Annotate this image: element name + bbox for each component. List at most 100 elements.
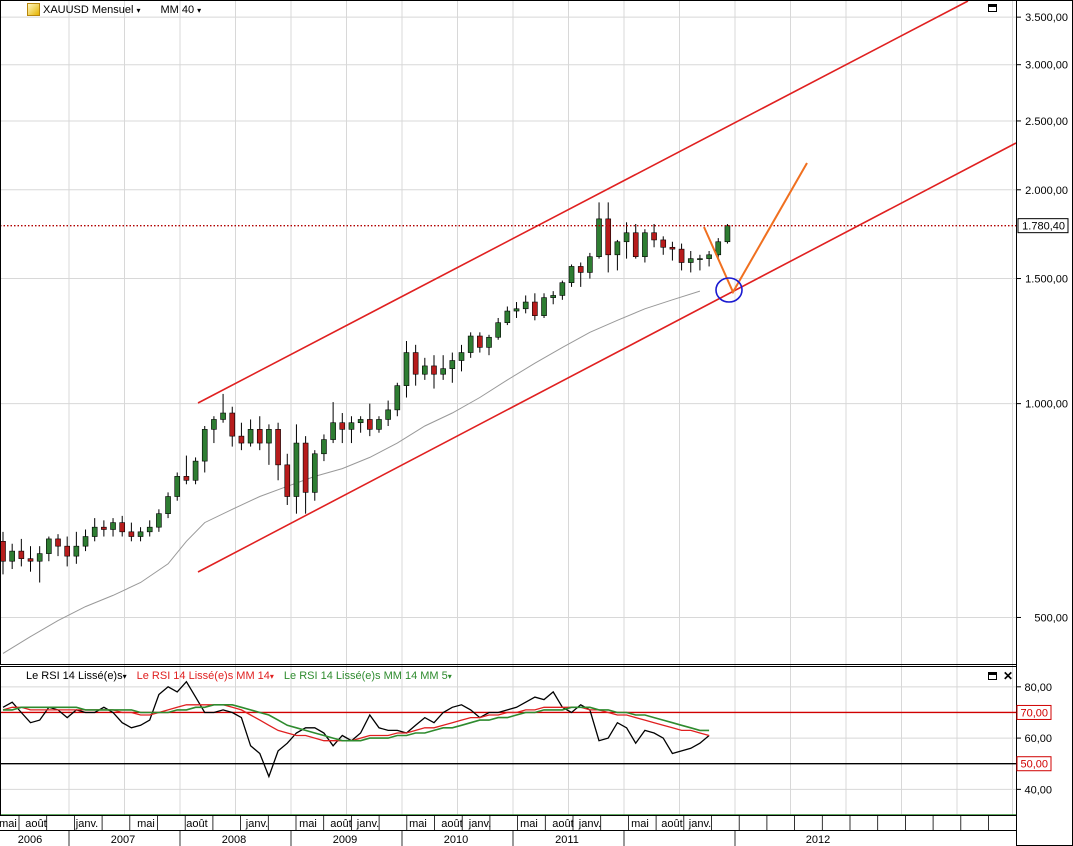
- ma-dropdown-icon[interactable]: ▾: [197, 5, 202, 15]
- support-circle: [715, 277, 743, 303]
- candle: [385, 400, 391, 427]
- candle-body: [541, 297, 547, 316]
- candle: [91, 518, 98, 542]
- candle: [706, 251, 712, 267]
- month-tick-label: janv.: [578, 818, 601, 830]
- candle: [577, 262, 584, 287]
- candle-body: [706, 254, 712, 259]
- candle-body: [376, 419, 382, 430]
- maximize-rsi-icon[interactable]: [988, 672, 997, 680]
- price-tick-label: 1.500,00: [1025, 274, 1068, 286]
- candle: [46, 536, 52, 562]
- candle-body: [266, 429, 272, 444]
- candle: [431, 355, 437, 389]
- candle-body: [660, 239, 667, 248]
- candle: [229, 406, 236, 447]
- candle-body: [486, 336, 492, 348]
- candle: [9, 543, 15, 570]
- candle-body: [275, 429, 281, 466]
- close-rsi-icon[interactable]: ✕: [1003, 669, 1014, 683]
- candle: [146, 520, 153, 537]
- candle: [18, 538, 25, 567]
- month-tick-label: janv.: [245, 818, 268, 830]
- channel-upper-line: [197, 0, 969, 404]
- candle: [632, 224, 639, 259]
- month-tick-label: janv.: [688, 818, 711, 830]
- rsi-label[interactable]: Le RSI 14 Lissé(e)s▾: [26, 670, 127, 682]
- candle-body: [128, 531, 135, 537]
- symbol-dropdown-icon[interactable]: ▾: [136, 5, 141, 15]
- candle: [0, 531, 6, 575]
- candle: [376, 416, 382, 433]
- candle: [302, 436, 309, 514]
- candle: [330, 402, 336, 444]
- rsi-ma-label[interactable]: Le RSI 14 Lissé(e)s MM 14▾: [136, 670, 274, 682]
- candle: [449, 352, 456, 383]
- maximize-main-icon[interactable]: [988, 4, 997, 12]
- candle: [568, 264, 575, 287]
- rsi-level-label: 70,00: [1020, 707, 1048, 719]
- year-tick-label: 2012: [806, 834, 830, 846]
- candle: [73, 531, 80, 564]
- candle: [412, 344, 419, 386]
- candle: [64, 536, 70, 567]
- month-tick-label: août: [441, 818, 462, 830]
- rsi-tick-label: 80,00: [1024, 682, 1052, 694]
- candle: [256, 416, 263, 451]
- rsi-ma5-label[interactable]: Le RSI 14 Lissé(e)s MM 14 MM 5▾: [283, 670, 452, 682]
- year-tick-label: 2009: [333, 834, 357, 846]
- candle-body: [27, 558, 34, 562]
- rsi-header: Le RSI 14 Lissé(e)s▾ Le RSI 14 Lissé(e)s…: [26, 670, 452, 684]
- candle-body: [64, 545, 70, 557]
- candle: [614, 239, 621, 271]
- candle-body: [605, 218, 612, 256]
- candle-body: [82, 536, 89, 547]
- month-tick-label: août: [552, 818, 573, 830]
- price-tick-label: 2.500,00: [1025, 116, 1068, 128]
- rsi-ma5-dropdown-icon[interactable]: ▾: [447, 672, 452, 681]
- rsi-series-line: [2, 680, 710, 779]
- candle-body: [431, 365, 437, 375]
- candle-body: [495, 322, 501, 338]
- price-tick-label: 3.500,00: [1025, 12, 1068, 24]
- candle: [394, 382, 401, 417]
- candle: [339, 413, 346, 444]
- month-tick-label: mai: [299, 818, 317, 830]
- ma40-series: [2, 290, 701, 654]
- candle-body: [357, 419, 364, 424]
- rsi-level-tag: [1016, 756, 1052, 772]
- candle-body: [302, 442, 309, 493]
- candle-body: [55, 538, 61, 547]
- candle-body: [91, 526, 98, 537]
- rsi-ma-dropdown-icon[interactable]: ▾: [269, 672, 274, 681]
- main-header: XAUUSD Mensuel ▾ MM 40 ▾: [43, 2, 201, 18]
- month-tick-label: août: [186, 818, 207, 830]
- symbol-label[interactable]: XAUUSD Mensuel: [43, 4, 134, 16]
- candle: [55, 534, 61, 557]
- candle-body: [403, 352, 410, 386]
- candle: [192, 457, 199, 485]
- candle-body: [174, 476, 181, 497]
- candle-body: [183, 476, 190, 481]
- year-tick-label: 2008: [222, 834, 246, 846]
- time-axis: mai août janv. mai août janv. mai août janv. mai a…: [0, 815, 1016, 846]
- rsi-level-tag: [1016, 704, 1052, 720]
- candle: [357, 416, 364, 433]
- candle: [156, 509, 162, 532]
- candle-body: [687, 258, 694, 263]
- price-axis: 3.500,00 3.000,00 2.500,00 2.000,00 1.500,00…: [1016, 12, 1069, 796]
- candle-body: [467, 335, 474, 353]
- candle-body: [458, 352, 465, 361]
- candle-body: [642, 232, 648, 258]
- year-tick-label: 2006: [18, 834, 42, 846]
- candle-body: [449, 360, 456, 369]
- candle-body: [165, 496, 171, 514]
- rsi-dropdown-icon[interactable]: ▾: [122, 672, 127, 681]
- candle: [220, 393, 226, 423]
- ma-label[interactable]: MM 40: [160, 4, 195, 16]
- candle: [623, 222, 630, 259]
- month-tick-label: janv.: [468, 818, 491, 830]
- candle: [137, 527, 144, 542]
- candle: [366, 403, 373, 437]
